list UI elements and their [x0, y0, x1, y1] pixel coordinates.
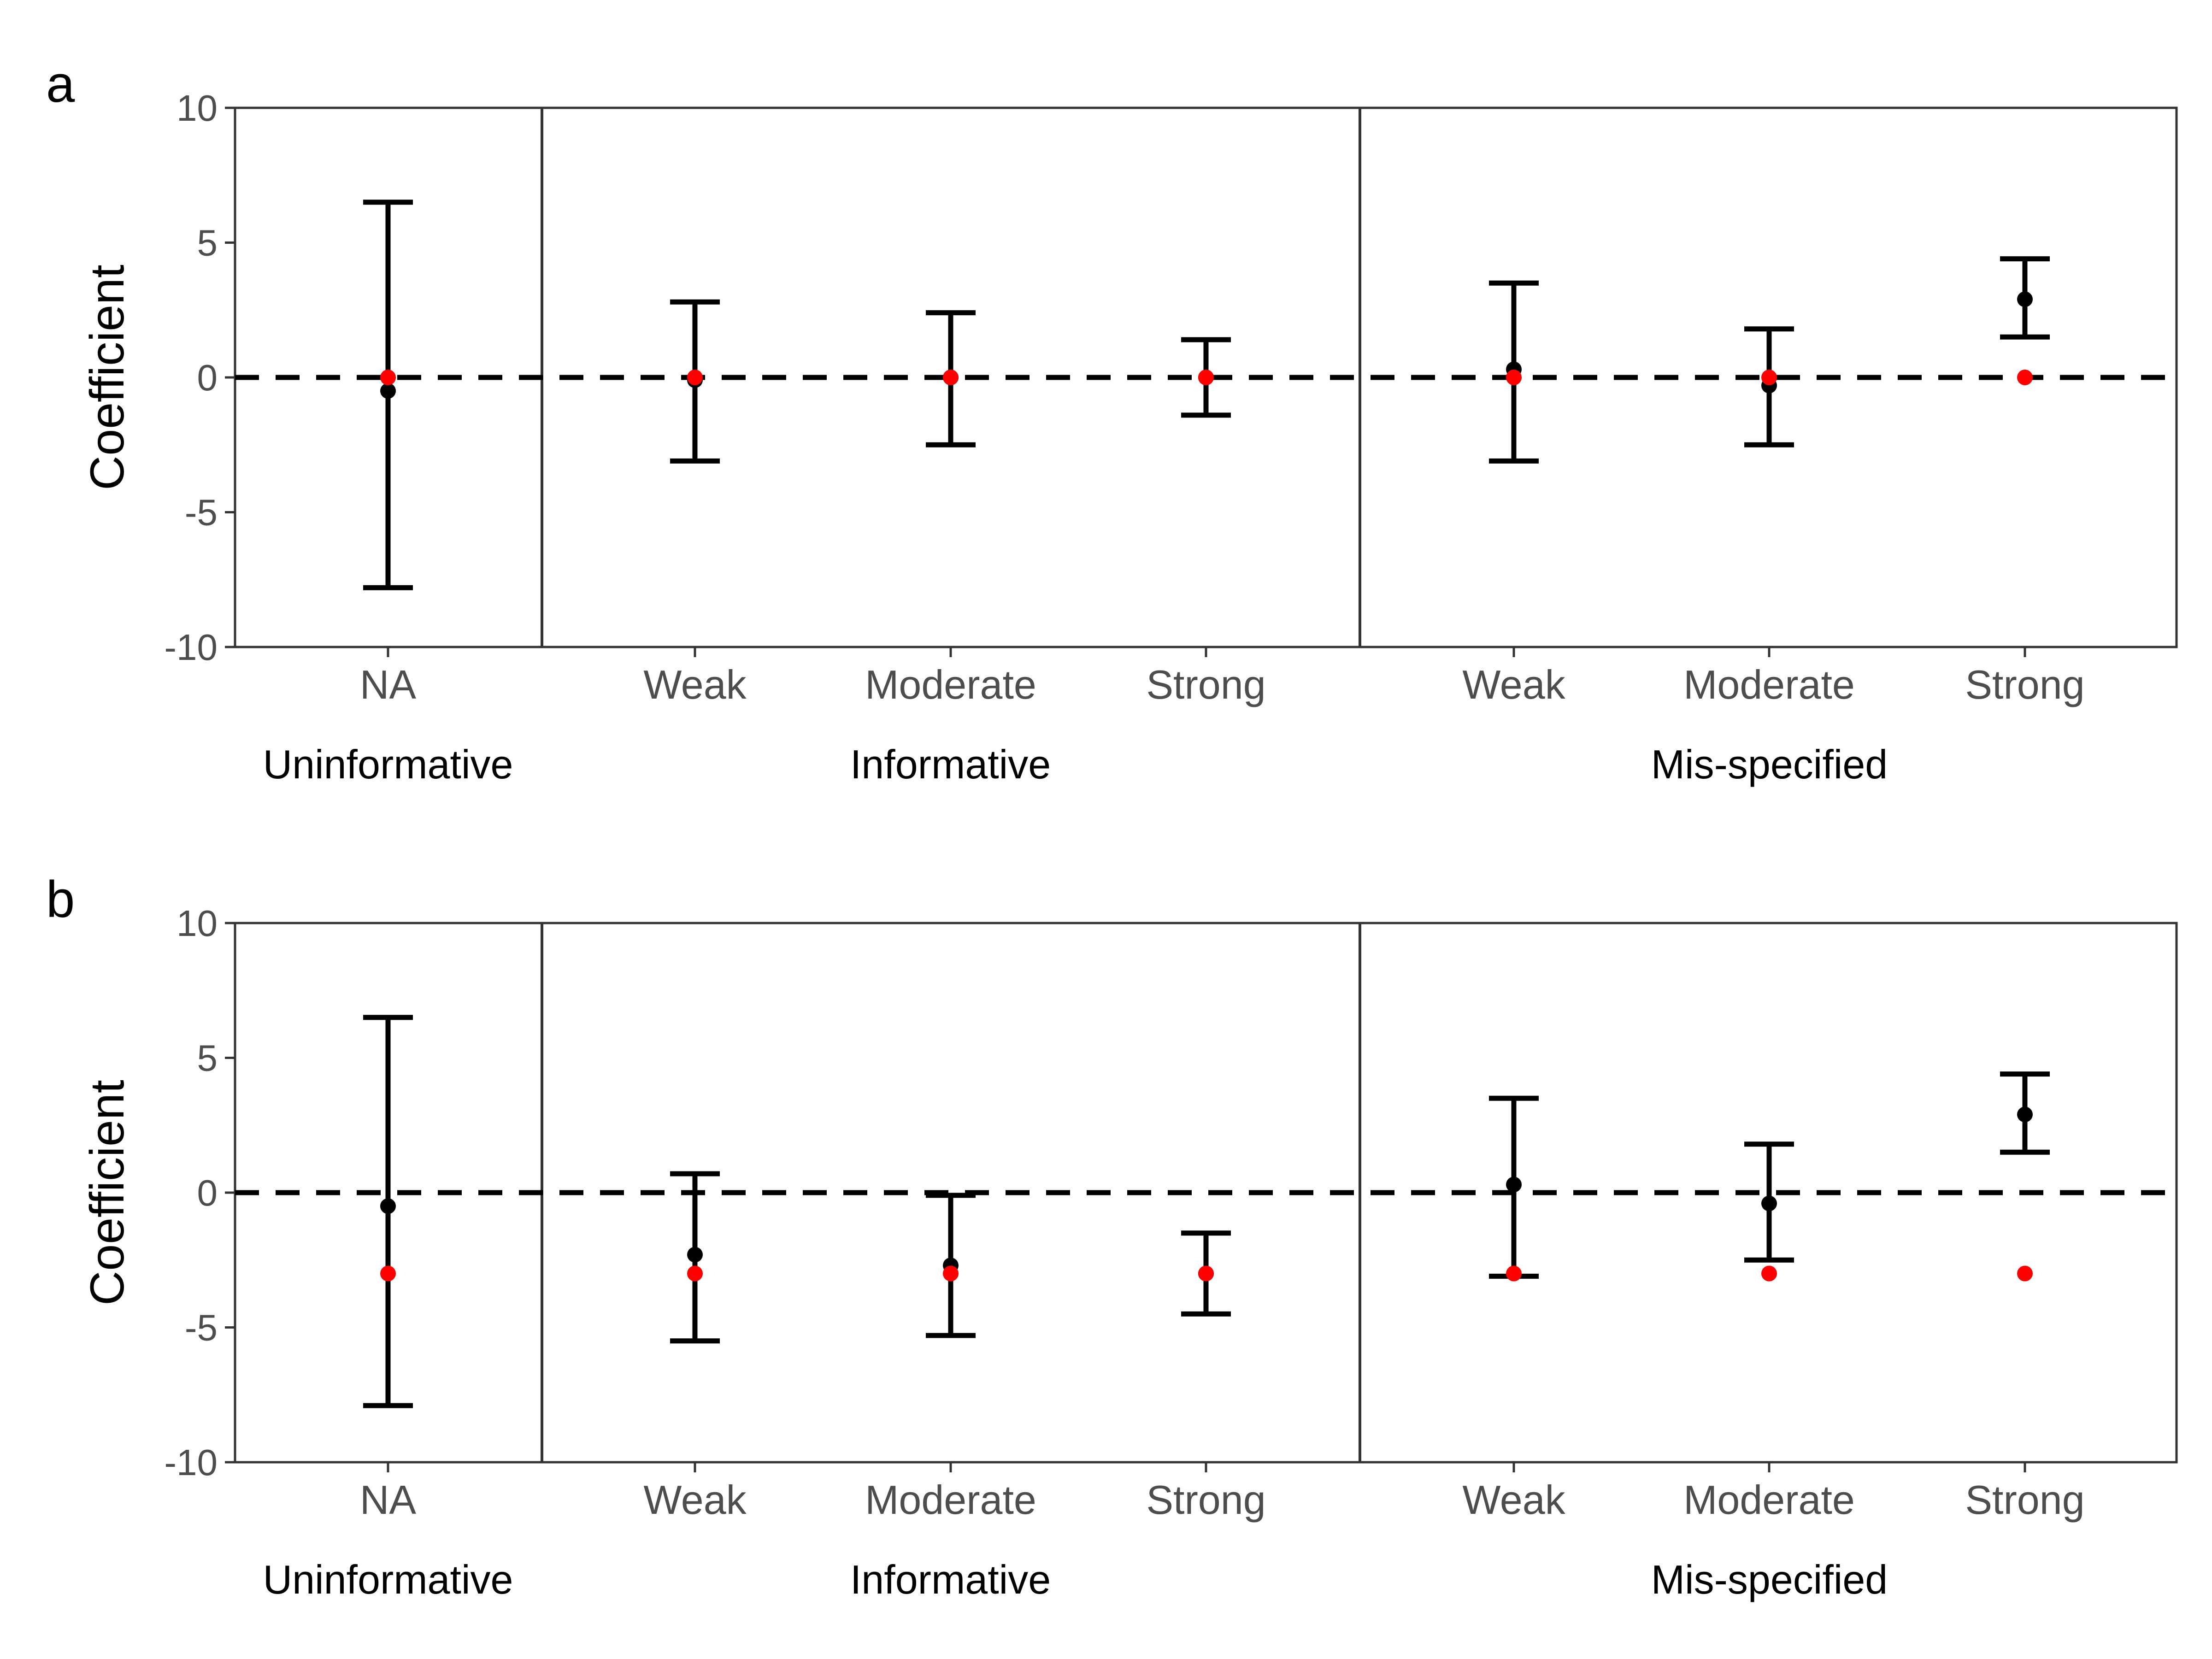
- x-tick-label: Weak: [643, 662, 747, 707]
- x-tick-label: NA: [360, 1477, 417, 1523]
- true-value-point: [943, 370, 959, 385]
- estimate-point: [1506, 1177, 1522, 1193]
- y-tick-label: 10: [176, 88, 218, 129]
- chart-panel-a: a -10 -5 0 5 10 Coefficient Uninformative NA Info…: [46, 55, 2178, 787]
- true-value-point: [1506, 1265, 1522, 1282]
- x-tick-label: Moderate: [865, 1477, 1036, 1523]
- true-value-point: [687, 370, 703, 385]
- x-tick-label: Weak: [1462, 662, 1565, 707]
- true-value-point: [1761, 370, 1777, 385]
- x-tick-label: Strong: [1146, 662, 1265, 707]
- y-tick-label: -10: [164, 1442, 218, 1483]
- panel-label: a: [46, 55, 75, 113]
- x-tick-label: NA: [360, 662, 417, 707]
- y-tick-label: 0: [197, 1172, 218, 1213]
- group-label: Uninformative: [263, 1557, 513, 1602]
- y-tick-label: -5: [185, 492, 218, 533]
- panel-label: b: [46, 871, 75, 928]
- group-label: Uninformative: [263, 741, 513, 787]
- y-axis-title: Coefficient: [81, 1080, 134, 1306]
- chart-panel-b: b -10 -5 0 5 10 Coefficient Uninformative NA Info…: [46, 871, 2178, 1602]
- y-tick-label: 5: [197, 223, 218, 264]
- estimate-point: [1761, 1195, 1777, 1212]
- y-tick-label: -10: [164, 627, 218, 668]
- x-tick-label: Weak: [643, 1477, 747, 1523]
- group-label: Informative: [850, 1557, 1051, 1602]
- x-tick-label: Strong: [1965, 662, 2084, 707]
- y-tick-label: 10: [176, 903, 218, 944]
- true-value-point: [2017, 370, 2033, 385]
- true-value-point: [1761, 1265, 1777, 1282]
- y-axis-title: Coefficient: [81, 265, 134, 490]
- y-tick-label: 0: [197, 357, 218, 398]
- estimate-point: [687, 1247, 703, 1263]
- estimate-point: [2017, 291, 2033, 307]
- estimate-point: [380, 383, 396, 399]
- x-tick-label: Moderate: [1683, 662, 1855, 707]
- x-tick-label: Moderate: [865, 662, 1036, 707]
- true-value-point: [943, 1265, 959, 1282]
- true-value-point: [1198, 1265, 1214, 1282]
- x-tick-label: Strong: [1965, 1477, 2084, 1523]
- true-value-point: [1506, 370, 1522, 385]
- true-value-point: [380, 1265, 396, 1282]
- true-value-point: [2017, 1265, 2033, 1282]
- true-value-point: [1198, 370, 1214, 385]
- estimate-point: [2017, 1106, 2033, 1123]
- true-value-point: [380, 370, 396, 385]
- x-tick-label: Weak: [1462, 1477, 1565, 1523]
- group-label: Mis-specified: [1651, 741, 1888, 787]
- x-tick-label: Strong: [1146, 1477, 1265, 1523]
- true-value-point: [687, 1265, 703, 1282]
- estimate-point: [380, 1198, 396, 1214]
- y-tick-label: 5: [197, 1038, 218, 1079]
- y-tick-label: -5: [185, 1307, 218, 1348]
- group-label: Informative: [850, 741, 1051, 787]
- x-tick-label: Moderate: [1683, 1477, 1855, 1523]
- group-label: Mis-specified: [1651, 1557, 1888, 1602]
